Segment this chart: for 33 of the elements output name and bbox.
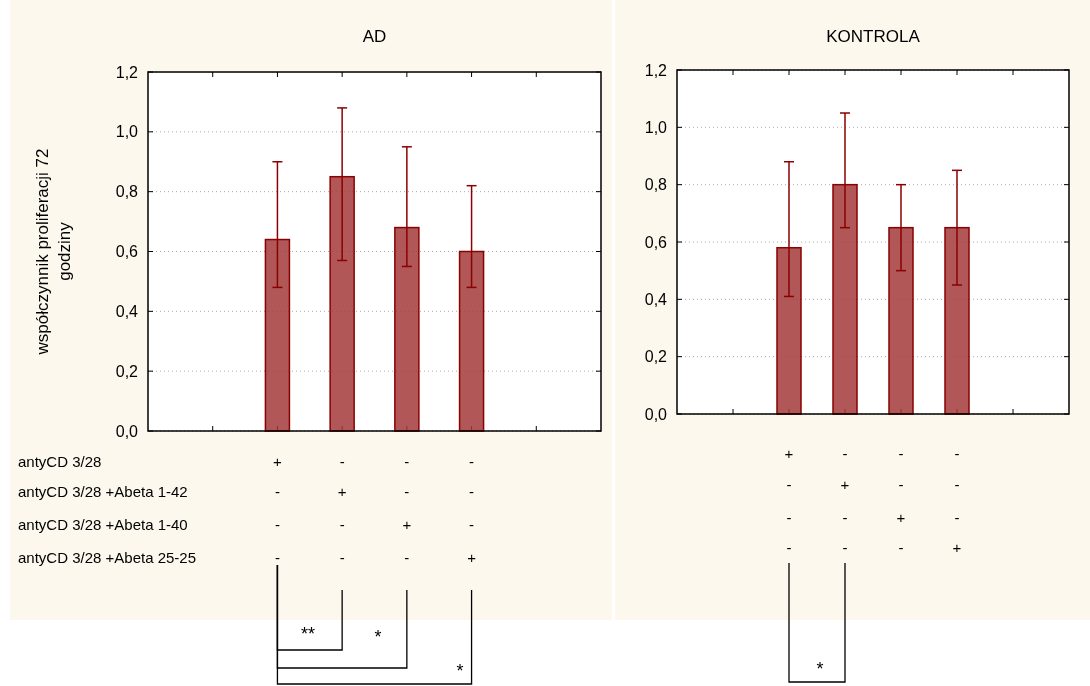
y-tick-label: 1,0 (115, 123, 139, 141)
y-tick-label: 0,8 (115, 183, 139, 201)
text: * (816, 659, 824, 679)
y-axis-title: współczynnik proliferacji 72 godziny (33, 148, 74, 356)
y-tick-label: 1,2 (644, 61, 668, 79)
text: antyCD 3/28 +Abeta 1-40 (18, 516, 188, 533)
y-tick-label: 0,8 (644, 176, 668, 194)
x-tick-label: + - - - (273, 453, 283, 566)
y-tick-label: 0,6 (644, 233, 668, 251)
text: antyCD 3/28 (18, 453, 102, 470)
y-tick-label: 0,6 (115, 243, 139, 261)
x-tick-label: + - - - (784, 445, 794, 556)
y-tick-label: 0,0 (644, 405, 668, 423)
y-tick-label: 1,0 (644, 118, 668, 136)
text: antyCD 3/28 +Abeta 1-42 (18, 483, 188, 500)
text: antyCD 3/28 +Abeta 25-25 (18, 549, 197, 566)
y-tick-label: 0,0 (115, 422, 139, 440)
x-tick-label: - + - - (840, 445, 850, 556)
x-tick-label: - - + - (402, 453, 412, 566)
text: * (374, 627, 382, 647)
chart-title: KONTROLA (826, 27, 921, 46)
text: * (456, 661, 464, 681)
x-tick-label: - + - - (337, 453, 347, 566)
x-tick-label: - - - + (952, 445, 962, 556)
x-tick-label: - - - + (467, 453, 477, 566)
y-tick-label: 0,2 (115, 362, 139, 380)
x-tick-label: - - + - (896, 445, 906, 556)
y-tick-label: 1,2 (115, 63, 139, 81)
chart-title: AD (362, 27, 387, 46)
y-tick-label: 0,2 (644, 348, 668, 366)
y-tick-label: 0,4 (115, 302, 139, 320)
text: ** (300, 624, 316, 644)
y-tick-label: 0,4 (644, 290, 668, 308)
